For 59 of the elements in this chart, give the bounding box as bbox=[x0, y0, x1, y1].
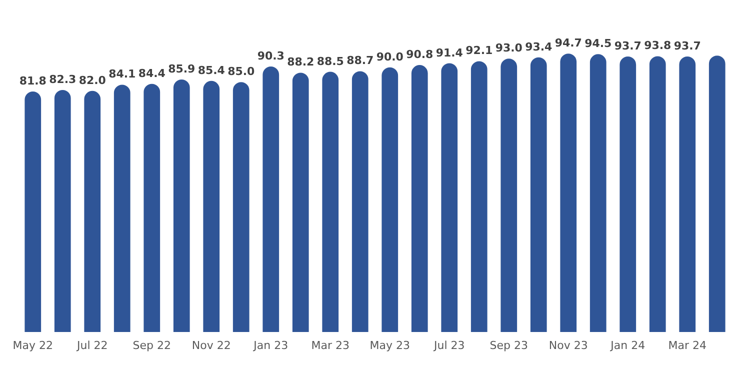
data-label: 94.5 bbox=[584, 37, 612, 50]
bar bbox=[649, 56, 666, 332]
bar bbox=[560, 54, 577, 332]
bar bbox=[620, 56, 636, 332]
x-tick-label: Nov 23 bbox=[548, 339, 588, 352]
bar bbox=[203, 80, 220, 332]
bar bbox=[679, 56, 696, 332]
data-label: 94.7 bbox=[554, 36, 582, 50]
x-tick-label: Nov 22 bbox=[192, 339, 231, 352]
x-tick-label: Sep 22 bbox=[132, 339, 171, 352]
data-label: 85.0 bbox=[228, 65, 256, 78]
data-label: 84.4 bbox=[138, 66, 166, 80]
x-tick-label: Jan 23 bbox=[252, 339, 288, 352]
bar bbox=[24, 92, 42, 332]
x-tick-label: Jan 24 bbox=[610, 339, 646, 352]
data-label: 93.0 bbox=[495, 42, 523, 55]
bar bbox=[590, 54, 606, 332]
x-tick-label: Jul 23 bbox=[432, 339, 465, 352]
x-tick-label: May 23 bbox=[370, 339, 410, 352]
data-label: 93.7 bbox=[614, 40, 642, 53]
bar bbox=[708, 56, 726, 332]
bar bbox=[262, 66, 280, 332]
data-label: 90.0 bbox=[376, 50, 404, 64]
bar bbox=[470, 61, 488, 332]
bar bbox=[411, 65, 428, 332]
data-label: 88.5 bbox=[316, 54, 344, 68]
data-label: 82.3 bbox=[49, 73, 76, 86]
bar bbox=[54, 90, 71, 332]
x-tick-label: Jul 22 bbox=[76, 339, 108, 352]
data-label: 93.7 bbox=[674, 40, 701, 53]
bar bbox=[441, 63, 458, 332]
bar bbox=[322, 72, 339, 332]
bar bbox=[114, 84, 130, 332]
data-label: 85.9 bbox=[168, 62, 196, 76]
data-label: 88.2 bbox=[287, 56, 314, 69]
bar bbox=[173, 79, 190, 332]
bar bbox=[292, 72, 309, 332]
x-tick-label: Mar 23 bbox=[311, 339, 350, 352]
bar bbox=[352, 71, 368, 332]
bar bbox=[382, 67, 398, 332]
data-label: 92.1 bbox=[466, 44, 493, 58]
x-tick-label: Mar 24 bbox=[668, 339, 706, 352]
data-label: 90.8 bbox=[406, 48, 434, 62]
data-label: 82.0 bbox=[78, 74, 106, 87]
data-label: 84.1 bbox=[108, 68, 136, 81]
data-label: 85.4 bbox=[198, 64, 226, 77]
bar bbox=[144, 84, 160, 332]
bar bbox=[530, 57, 547, 332]
data-label: 93.4 bbox=[525, 40, 553, 54]
bar bbox=[500, 58, 518, 332]
data-label: 81.8 bbox=[19, 74, 46, 88]
data-label: 90.3 bbox=[257, 50, 284, 63]
bar bbox=[232, 82, 250, 332]
data-label: 91.4 bbox=[436, 46, 464, 60]
x-tick-label: Sep 23 bbox=[490, 339, 528, 352]
x-tick-label: May 22 bbox=[12, 339, 53, 352]
data-label: 88.7 bbox=[346, 54, 374, 68]
data-label: 93.8 bbox=[644, 39, 672, 52]
bar bbox=[84, 90, 101, 332]
